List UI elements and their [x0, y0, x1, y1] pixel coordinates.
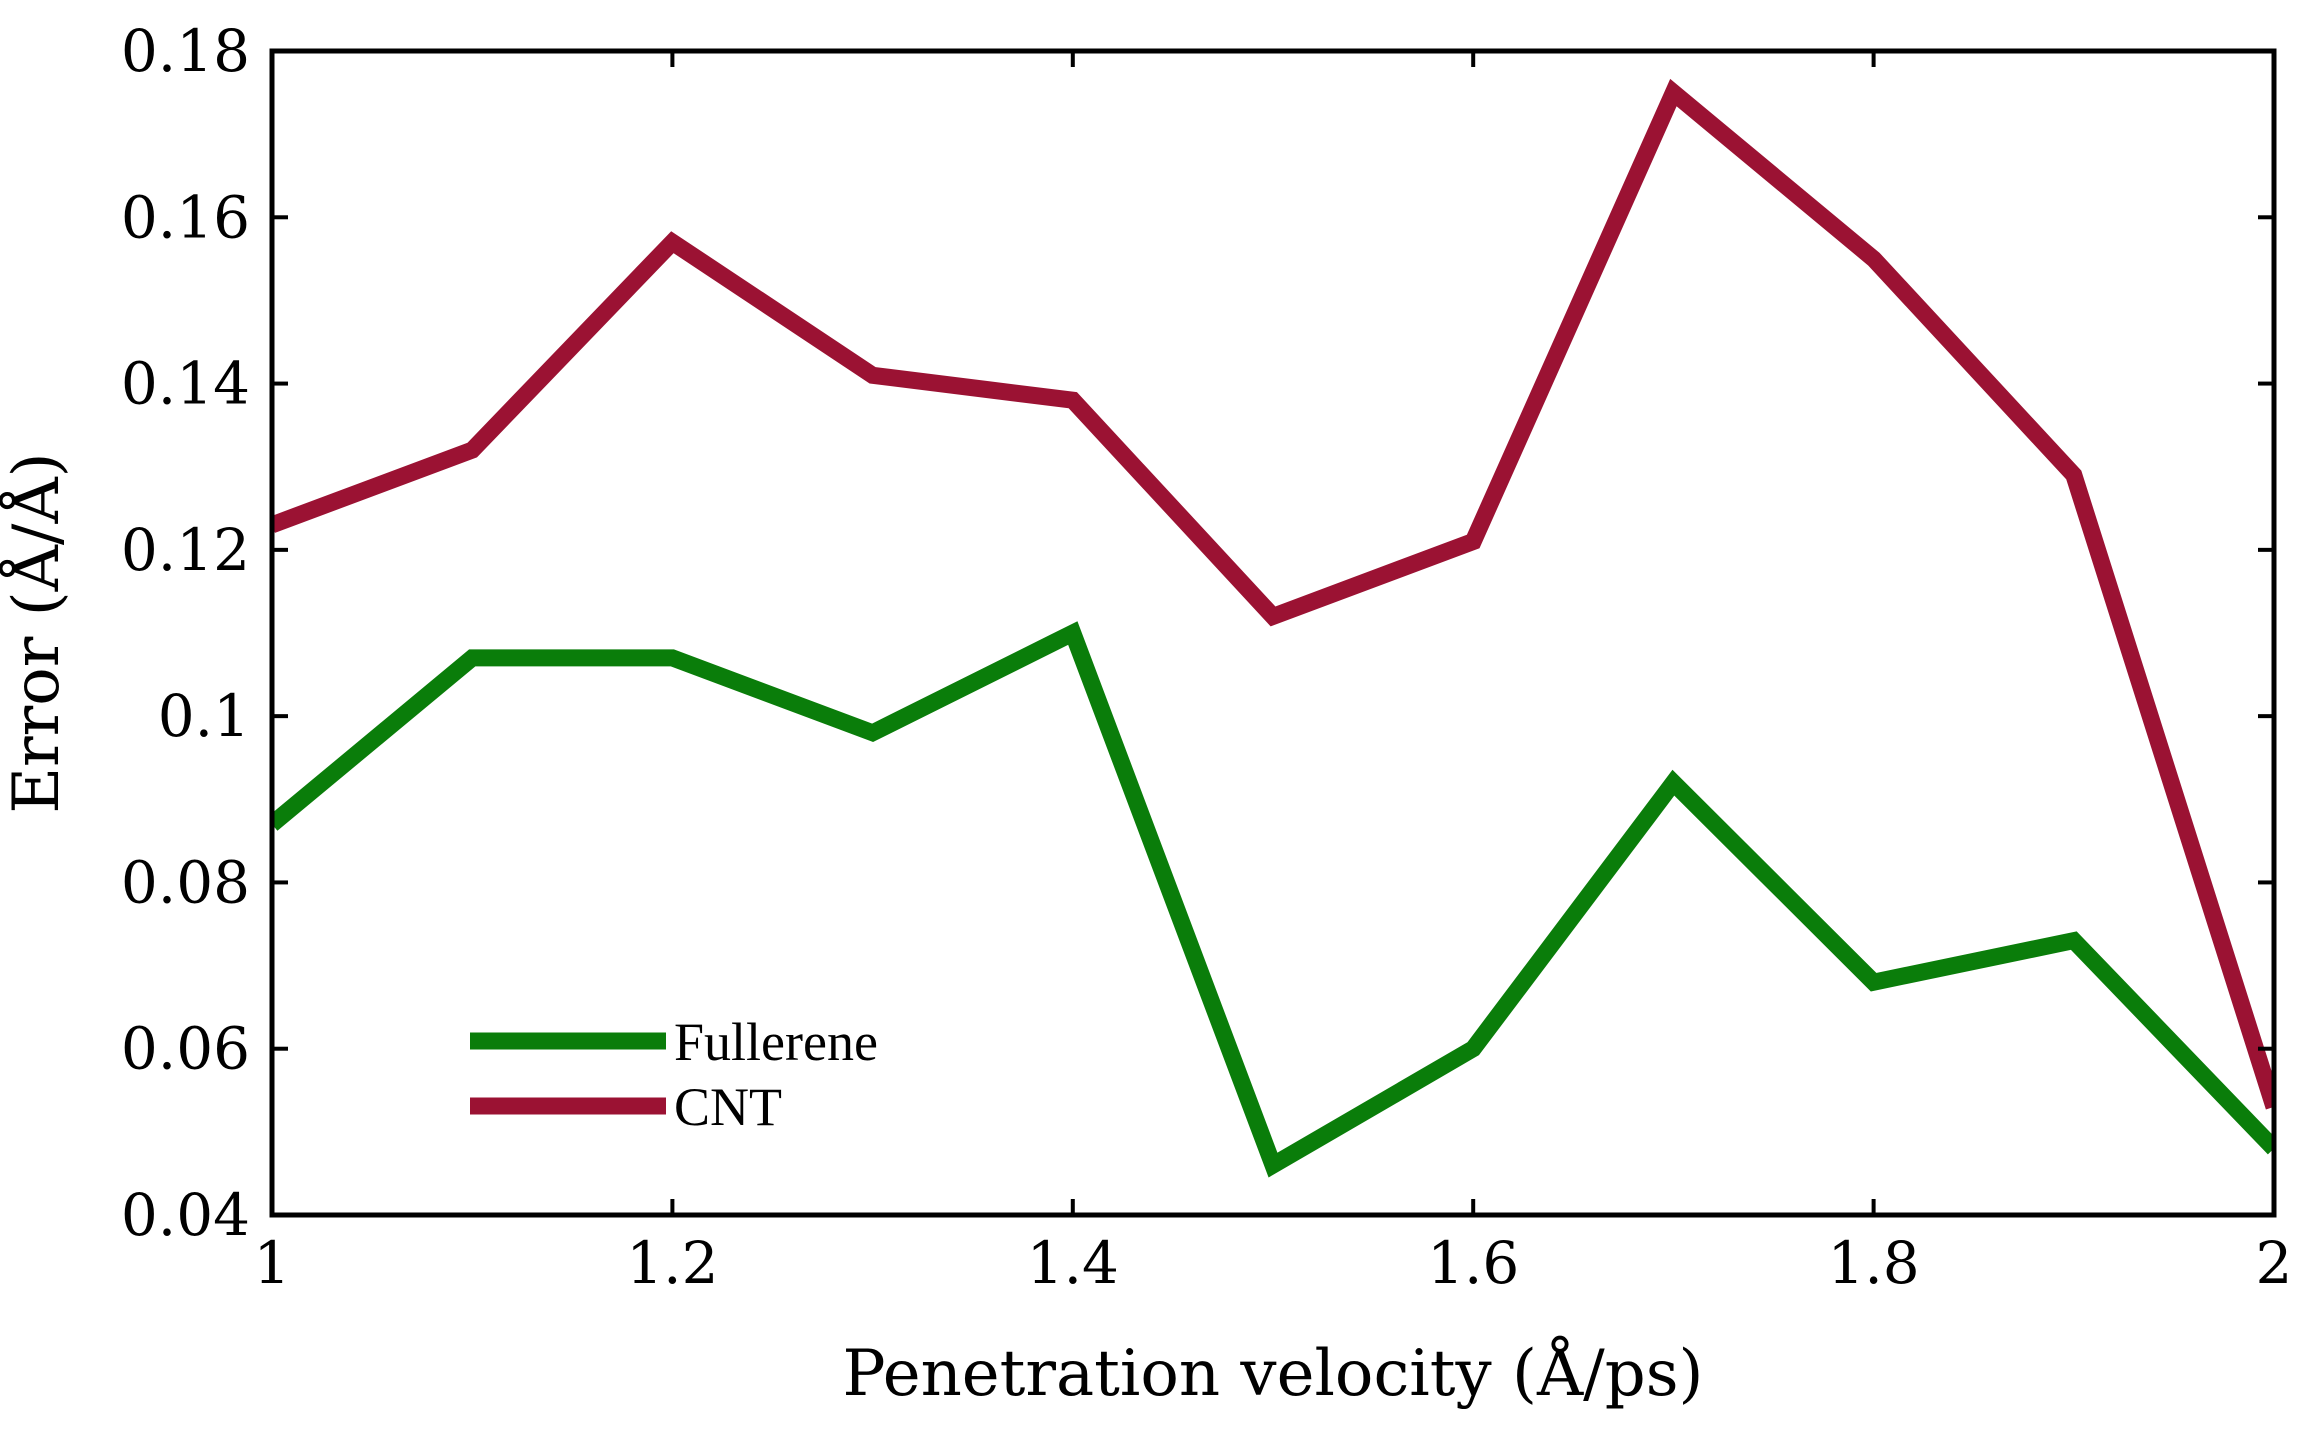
x-tick-label: 2: [2256, 1229, 2293, 1297]
legend-item-fullerene: Fullerene: [470, 1012, 878, 1072]
x-axis-label: Penetration velocity (Å/ps): [843, 1336, 1704, 1411]
plot-frame: [269, 48, 2277, 1218]
y-tick-label: 0.16: [121, 183, 250, 251]
y-tick-label: 0.12: [121, 516, 250, 584]
y-tick-label: 0.14: [121, 350, 250, 418]
y-axis-label: Error (Å/Å): [0, 452, 74, 813]
x-tick-label: 1.2: [626, 1229, 718, 1297]
x-tick-label: 1.4: [1027, 1229, 1119, 1297]
series-line-cnt: [272, 78, 2274, 1110]
legend-item-cnt: CNT: [470, 1077, 782, 1137]
x-tick-label: 1.8: [1827, 1229, 1919, 1297]
y-tick-label: 0.04: [121, 1181, 250, 1249]
y-tick-label: 0.06: [121, 1015, 250, 1083]
x-tick-label: 1.6: [1427, 1229, 1519, 1297]
y-tick-label: 0.1: [158, 682, 250, 750]
y-tick-label: 0.08: [121, 848, 250, 916]
tick-layer: 1 1.2 1.4 1.6 1.8 2 0.04 0.06 0.08 0.1 0.12 0.14 0.1…: [121, 17, 2293, 1297]
y-tick-label: 0.18: [121, 17, 250, 85]
legend-label: Fullerene: [674, 1012, 878, 1072]
series-layer: [272, 78, 2274, 1178]
x-tick-label: 1: [254, 1229, 291, 1297]
series-line-fullerene: [272, 621, 2274, 1178]
legend-label: CNT: [674, 1077, 782, 1137]
